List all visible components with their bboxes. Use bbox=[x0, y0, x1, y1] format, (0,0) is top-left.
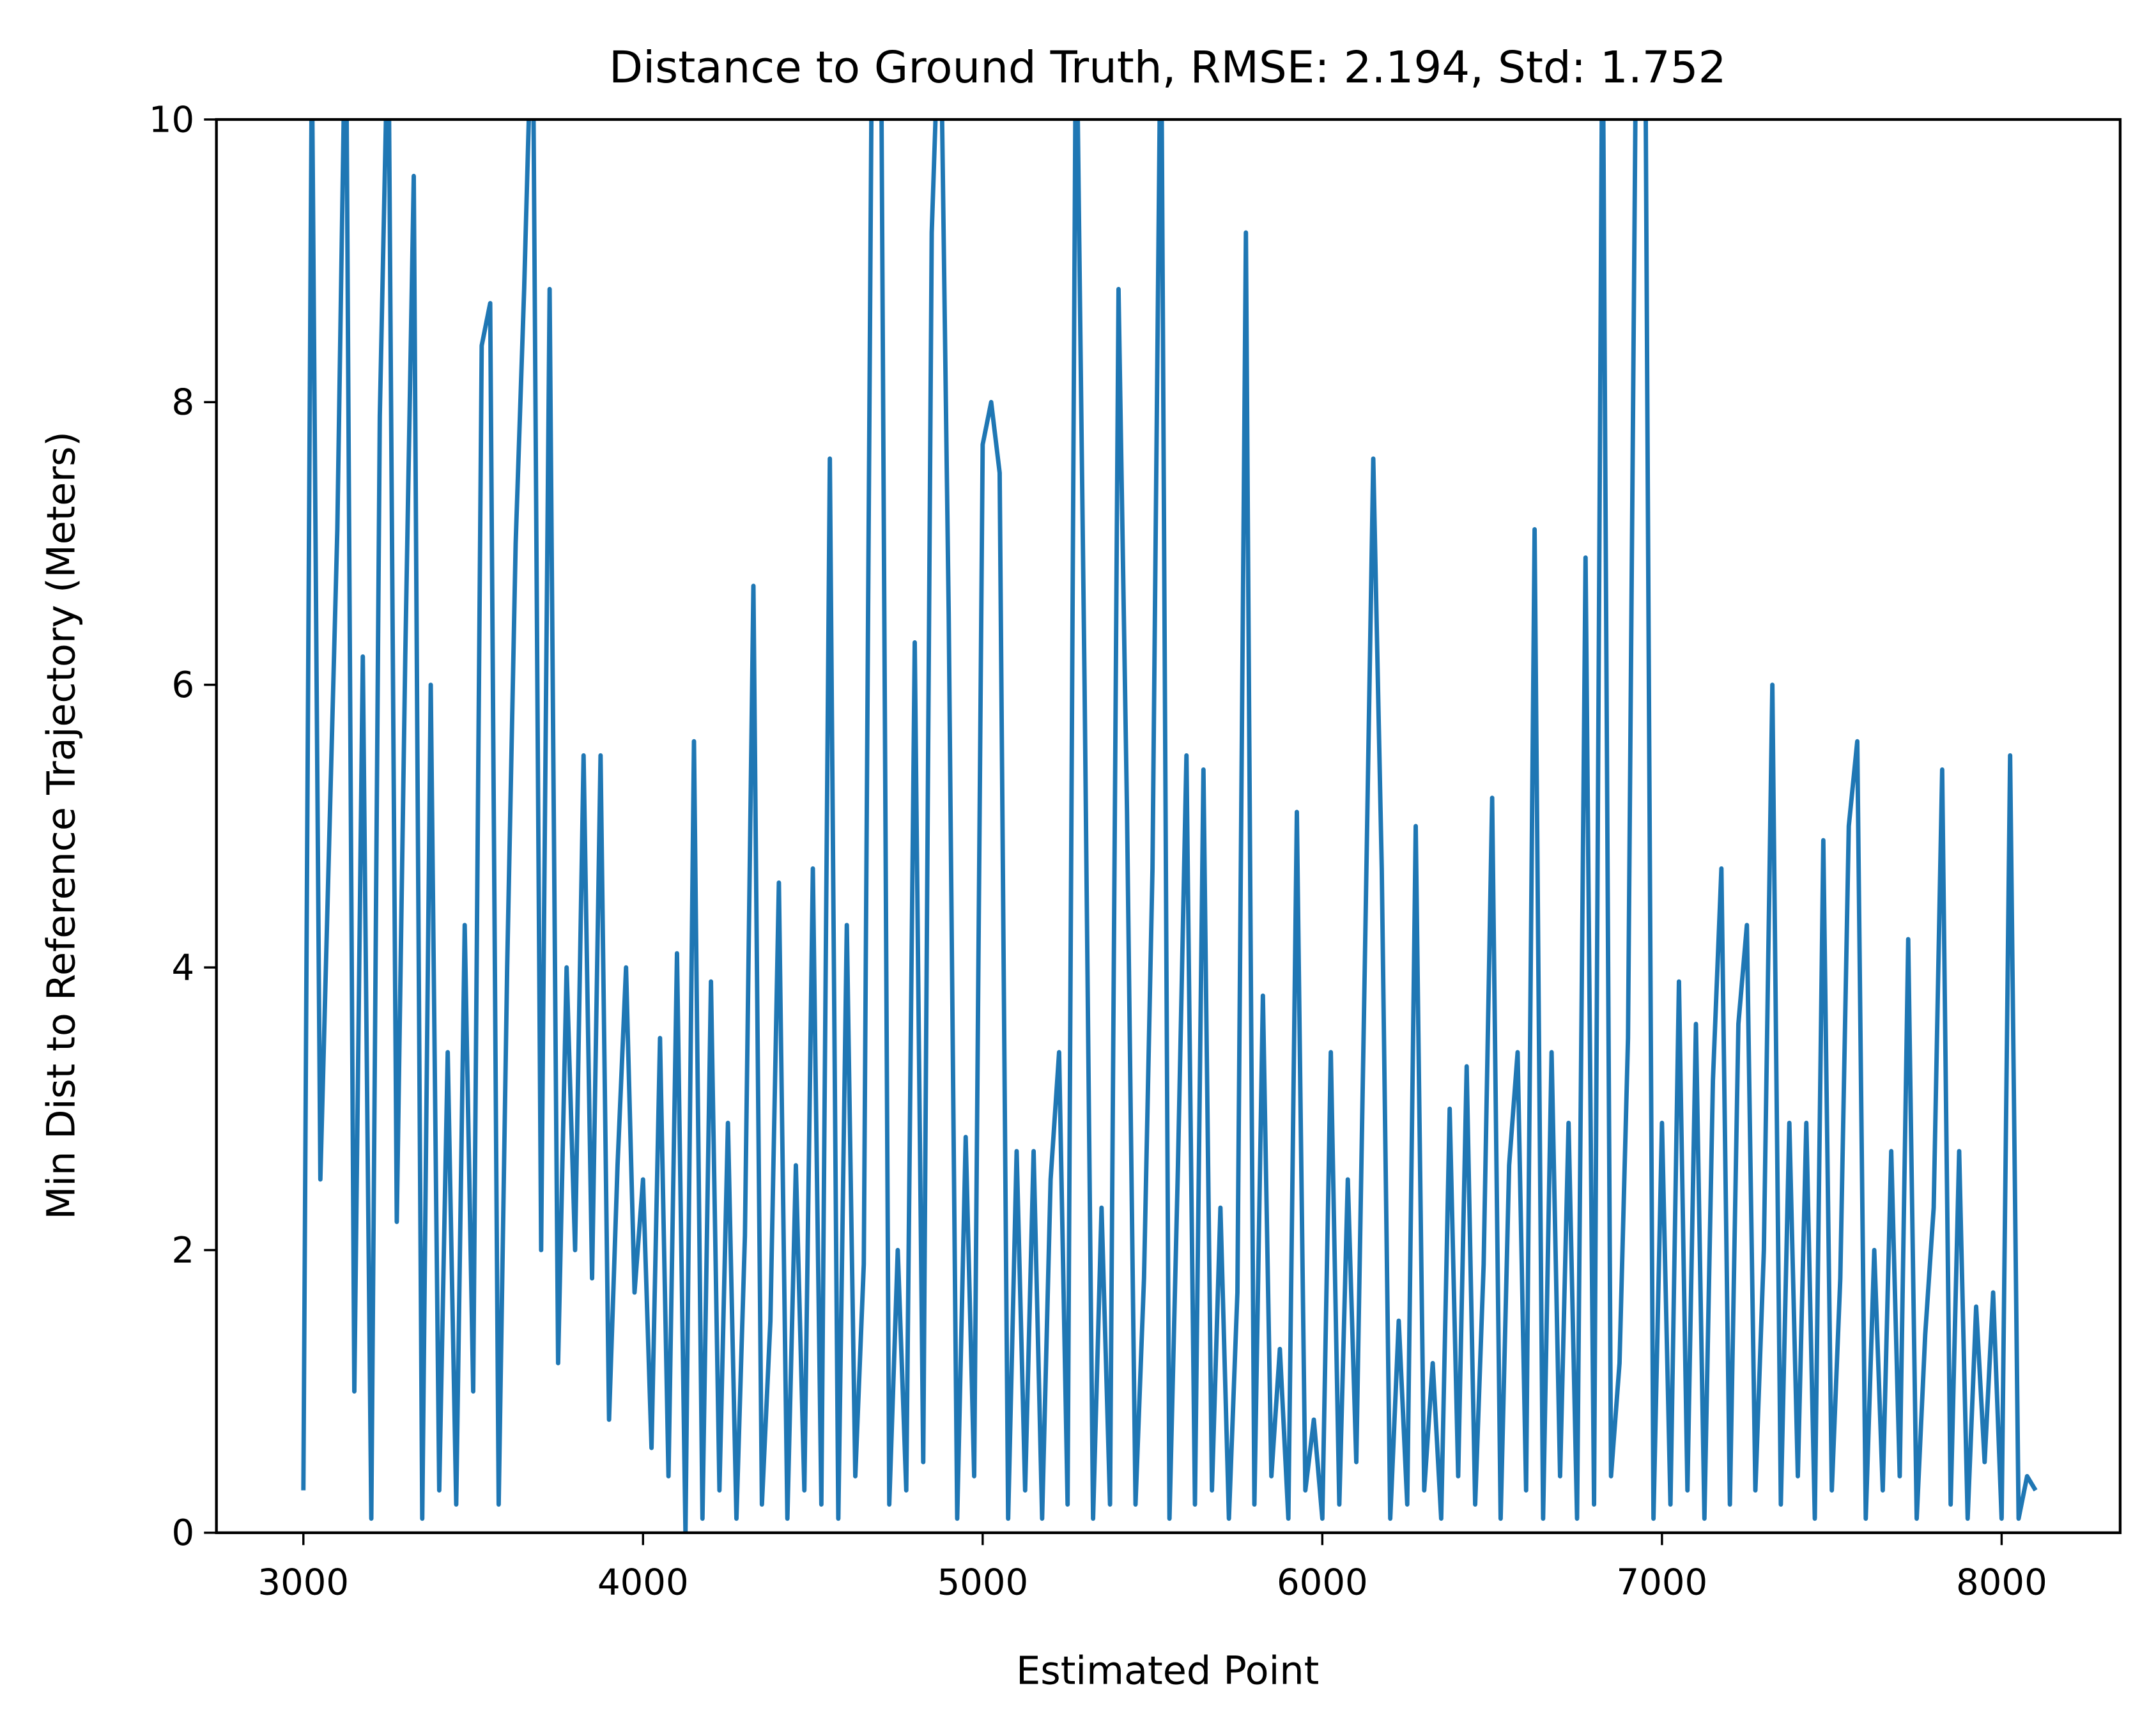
x-tick-label: 7000 bbox=[1617, 1562, 1708, 1604]
y-tick-label: 8 bbox=[172, 382, 195, 424]
x-tick-label: 3000 bbox=[258, 1562, 349, 1604]
plot-frame bbox=[215, 118, 2122, 1535]
chart-title: Distance to Ground Truth, RMSE: 2.194, S… bbox=[609, 42, 1727, 93]
data-line bbox=[301, 119, 2038, 1533]
y-tick-label: 2 bbox=[172, 1230, 195, 1271]
y-tick-label: 6 bbox=[172, 664, 195, 706]
x-tick-label: 8000 bbox=[1956, 1562, 2047, 1604]
y-tick-label: 10 bbox=[149, 99, 194, 141]
x-tick-label: 6000 bbox=[1277, 1562, 1368, 1604]
y-axis-label: Min Dist to Reference Trajectory (Meters… bbox=[39, 431, 84, 1220]
x-axis-label: Estimated Point bbox=[1016, 1648, 1319, 1693]
x-tick-label: 5000 bbox=[937, 1562, 1028, 1604]
y-tick-label: 0 bbox=[172, 1512, 195, 1554]
y-tick-label: 4 bbox=[172, 948, 195, 989]
x-tick-label: 4000 bbox=[597, 1562, 689, 1604]
